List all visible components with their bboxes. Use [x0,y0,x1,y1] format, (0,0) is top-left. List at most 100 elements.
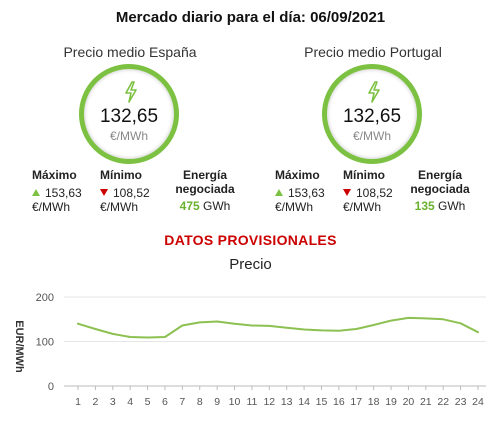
portugal-energy-label-2: negociada [410,182,470,196]
x-tick-label: 20 [403,396,415,408]
spain-price-unit: €/MWh [109,129,148,143]
data-point [320,329,322,331]
portugal-max-value: 153,63 [288,186,325,200]
data-point [77,323,79,325]
x-tick-label: 5 [145,396,151,408]
data-point [129,336,131,338]
data-point [147,336,149,338]
spain-energy-block: Energía negociada 475 GWh [172,168,238,213]
data-point [181,324,183,326]
lightning-bolt-icon [368,81,380,103]
data-point [251,324,253,326]
data-point [390,320,392,322]
spain-min-block: Mínimo 108,52 €/MWh [100,168,150,214]
spain-energy-value: 475 [179,199,200,213]
portugal-panel-title: Precio medio Portugal [304,44,442,60]
data-point [112,333,114,335]
spain-panel-title: Precio medio España [63,44,197,60]
spain-energy-label-1: Energía [182,168,227,182]
portugal-energy-block: Energía negociada 135 GWh [407,168,473,213]
portugal-min-value-row: 108,52 [343,186,393,200]
data-point [199,321,201,323]
x-tick-label: 18 [368,396,380,408]
spain-max-block: Máximo 153,63 €/MWh [32,168,82,214]
portugal-min-value: 108,52 [356,186,393,200]
spain-min-value-row: 108,52 [100,186,150,200]
portugal-price-unit: €/MWh [352,129,391,143]
portugal-max-unit: €/MWh [275,200,314,214]
spain-energy-label-2: negociada [175,182,235,196]
data-point [442,318,444,320]
data-point [477,331,479,333]
x-tick-label: 7 [179,396,185,408]
x-tick-label: 24 [472,396,484,408]
price-line-chart: 0 100 200 EUR/MWh 1 2 3 4 5 6 7 8 9 10 11 12 13 14 15 16 17 1… [13,292,486,408]
data-point [460,322,462,324]
x-tick-label: 16 [333,396,345,408]
data-point [94,328,96,330]
x-tick-label: 21 [420,396,432,408]
x-tick-label: 4 [127,396,133,408]
x-tick-label: 17 [350,396,362,408]
triangle-down-icon [343,189,351,196]
portugal-energy-value: 135 [414,199,435,213]
spain-max-unit: €/MWh [32,200,71,214]
chart-title: Precio [229,256,272,273]
x-tick-label: 9 [214,396,220,408]
spain-energy-row: 475 GWh [172,199,238,213]
x-tick-label: 15 [316,396,328,408]
triangle-up-icon [32,189,40,196]
data-point [407,317,409,319]
y-tick-label: 0 [48,381,54,393]
triangle-down-icon [100,189,108,196]
x-tick-label: 12 [263,396,275,408]
spain-max-value-row: 153,63 [32,186,82,200]
portugal-max-block: Máximo 153,63 €/MWh [275,168,325,214]
spain-min-unit: €/MWh [100,200,139,214]
lightning-bolt-icon [125,81,137,103]
portugal-max-label: Máximo [275,168,320,182]
x-tick-label: 8 [197,396,203,408]
provisional-data-notice: DATOS PROVISIONALES [164,232,337,248]
portugal-average-price: 132,65 [342,106,402,127]
price-series-line [77,316,479,339]
spain-energy-unit: GWh [203,199,231,213]
x-tick-label: 6 [162,396,168,408]
portugal-min-unit: €/MWh [343,200,382,214]
portugal-min-block: Mínimo 108,52 €/MWh [343,168,393,214]
data-point [216,320,218,322]
x-tick-label: 14 [298,396,310,408]
spain-max-label: Máximo [32,168,77,182]
data-point [355,328,357,330]
y-axis-label: EUR/MWh [13,320,25,373]
portugal-energy-row: 135 GWh [407,199,473,213]
data-point [338,330,340,332]
spain-price-ring: 132,65 €/MWh [79,64,179,164]
x-tick-label: 1 [75,396,81,408]
data-point [373,324,375,326]
y-tick-label: 100 [36,337,54,349]
data-point [286,327,288,329]
y-tick-label: 200 [36,292,54,304]
data-point [164,336,166,338]
x-tick-label: 11 [246,396,257,408]
portugal-max-value-row: 153,63 [275,186,325,200]
x-tick-label: 10 [229,396,241,408]
spain-price-panel: Precio medio España 132,65 €/MWh Máximo … [10,40,250,230]
triangle-up-icon [275,189,283,196]
x-tick-label: 19 [385,396,397,408]
data-point [268,325,270,327]
x-tick-label: 22 [437,396,449,408]
spain-min-label: Mínimo [100,168,142,182]
portugal-price-ring: 132,65 €/MWh [322,64,422,164]
portugal-energy-unit: GWh [438,199,466,213]
x-tick-label: 13 [281,396,293,408]
x-tick-label: 2 [92,396,98,408]
page-title: Mercado diario para el día: 06/09/2021 [115,9,386,26]
spain-min-value: 108,52 [113,186,150,200]
data-point [425,317,427,319]
x-tick-label: 23 [455,396,467,408]
portugal-min-label: Mínimo [343,168,385,182]
data-point [234,323,236,325]
spain-max-value: 153,63 [45,186,82,200]
